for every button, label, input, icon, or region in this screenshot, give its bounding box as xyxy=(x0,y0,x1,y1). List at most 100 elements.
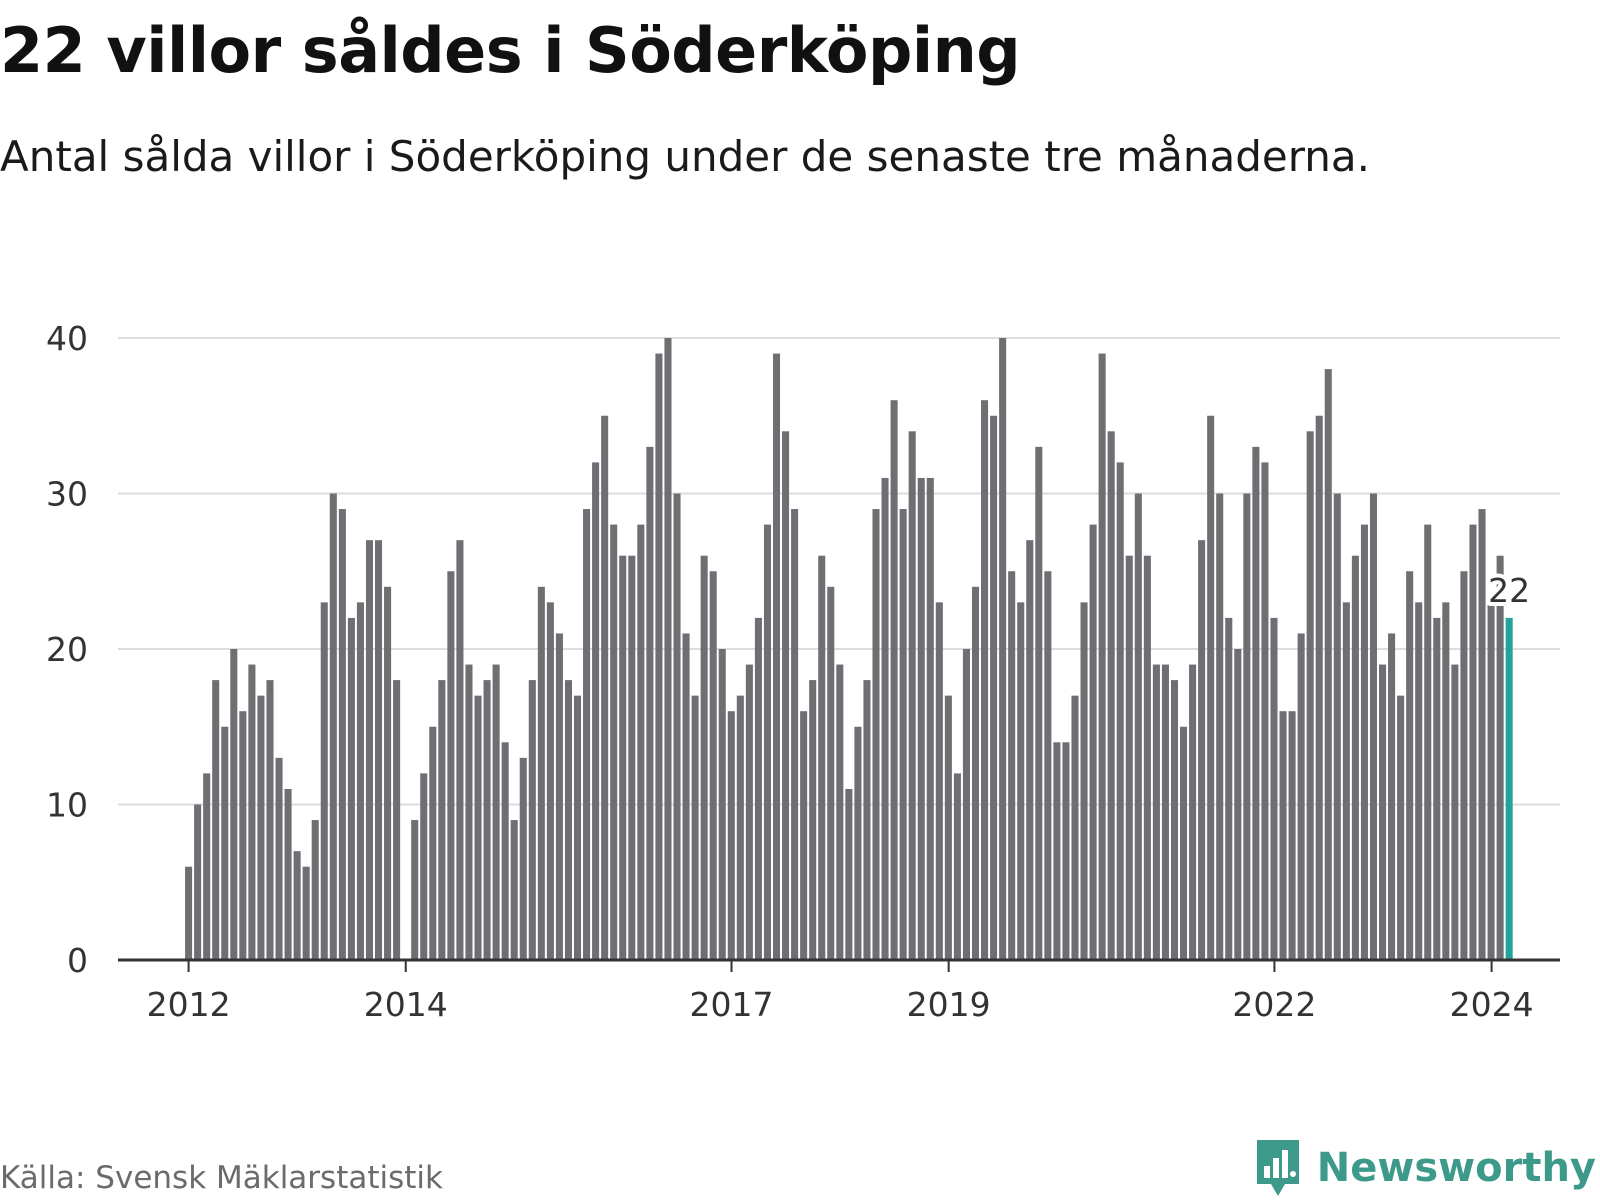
bar xyxy=(1207,415,1215,960)
bar xyxy=(492,664,500,960)
bar xyxy=(601,415,609,960)
bar xyxy=(1035,446,1043,961)
bar xyxy=(908,431,916,960)
bar xyxy=(438,680,446,960)
bar xyxy=(257,695,265,960)
bar xyxy=(583,509,591,960)
bar xyxy=(1143,555,1151,960)
highlight-data-label: 22 xyxy=(1488,571,1530,610)
bar xyxy=(302,866,310,960)
bar xyxy=(700,555,708,960)
bar xyxy=(1451,664,1459,960)
bar xyxy=(1379,664,1387,960)
chart-subtitle: Antal sålda villor i Söderköping under d… xyxy=(0,132,1370,181)
bar xyxy=(1279,711,1287,960)
x-tick-label: 2014 xyxy=(364,985,448,1024)
bar xyxy=(365,540,374,960)
bar-chart: 0 10 20 30 40 2012 2014 2017 2019 2022 2024 22 xyxy=(46,319,1560,1024)
bar xyxy=(854,726,862,960)
bar xyxy=(1315,415,1323,960)
bar xyxy=(564,680,573,960)
bar xyxy=(1044,571,1052,960)
bar xyxy=(655,353,663,960)
bar xyxy=(691,695,699,960)
bar xyxy=(501,742,509,960)
bar xyxy=(1180,726,1188,960)
bar xyxy=(917,477,925,960)
bar xyxy=(791,509,799,960)
bar xyxy=(483,680,491,960)
bar xyxy=(1270,617,1278,960)
y-tick-label: 0 xyxy=(67,941,88,980)
bar xyxy=(953,773,961,960)
x-tick-label: 2017 xyxy=(690,985,774,1024)
bar xyxy=(745,664,753,960)
bar xyxy=(1026,540,1034,960)
x-tick-label: 2024 xyxy=(1450,985,1534,1024)
bar xyxy=(818,555,826,960)
bar xyxy=(944,695,952,960)
bar xyxy=(637,524,645,960)
bar xyxy=(754,617,762,960)
bar xyxy=(971,586,980,960)
bar xyxy=(990,415,998,960)
bar xyxy=(782,431,790,960)
bar xyxy=(1170,680,1179,960)
bar xyxy=(935,602,943,960)
bar xyxy=(248,664,256,960)
bar xyxy=(845,788,853,960)
bar xyxy=(1234,649,1242,960)
bar xyxy=(1496,555,1504,960)
bar xyxy=(546,602,554,960)
bar xyxy=(1152,664,1160,960)
bar xyxy=(1080,602,1088,960)
bar xyxy=(999,338,1007,960)
bar xyxy=(1424,524,1432,960)
bar xyxy=(1189,664,1197,960)
bar xyxy=(736,695,744,960)
bar xyxy=(682,633,690,960)
bar xyxy=(673,493,681,960)
bar xyxy=(284,788,292,960)
bar xyxy=(203,773,211,960)
bar xyxy=(1342,602,1350,960)
bar xyxy=(420,773,428,960)
bar xyxy=(610,524,618,960)
bar xyxy=(1216,493,1224,960)
bar xyxy=(899,509,907,960)
bar xyxy=(1360,524,1368,960)
bar xyxy=(1351,555,1359,960)
bar xyxy=(528,680,536,960)
bar xyxy=(374,540,383,960)
chart-title: 22 villor såldes i Söderköping xyxy=(0,14,1021,87)
bar xyxy=(384,586,392,960)
bar xyxy=(1017,602,1025,960)
x-tick-label: 2012 xyxy=(147,985,231,1024)
bar xyxy=(800,711,808,960)
bar xyxy=(510,820,518,960)
bar xyxy=(347,617,355,960)
newsworthy-logo: Newsworthy xyxy=(1253,1138,1596,1198)
bar xyxy=(619,555,627,960)
bar xyxy=(1198,540,1206,960)
bar xyxy=(836,664,844,960)
bar xyxy=(329,493,337,960)
bar xyxy=(628,555,636,960)
bar xyxy=(1442,602,1450,960)
bar xyxy=(718,649,726,960)
bar xyxy=(1261,462,1269,960)
bar xyxy=(1397,695,1405,960)
bar xyxy=(1306,431,1314,960)
bar xyxy=(1406,571,1414,960)
bar-highlight xyxy=(1505,617,1513,960)
bar xyxy=(1288,711,1296,960)
bar xyxy=(230,649,238,960)
bar xyxy=(809,680,817,960)
bar xyxy=(519,757,527,960)
y-tick-label: 40 xyxy=(46,319,88,358)
bar xyxy=(393,680,401,960)
bar xyxy=(962,649,970,960)
bar xyxy=(1469,524,1477,960)
bar xyxy=(1388,633,1396,960)
bar xyxy=(981,400,989,960)
